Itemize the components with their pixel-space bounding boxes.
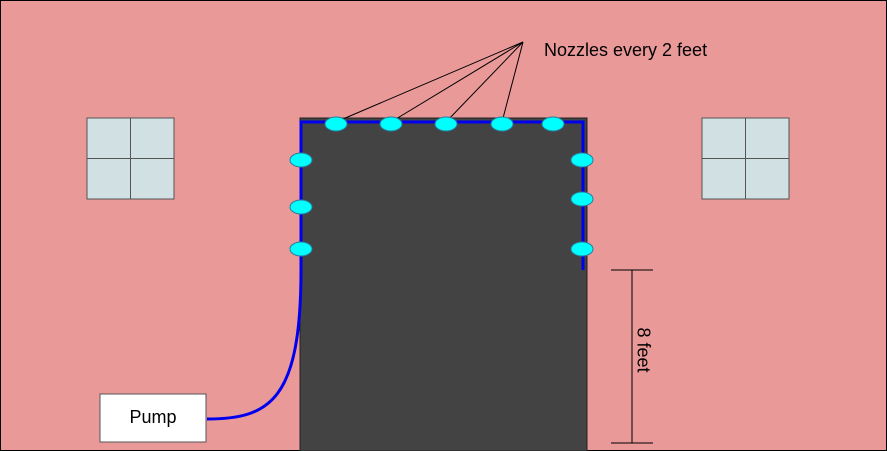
leader-lines — [335, 41, 524, 123]
dimension-line — [611, 269, 653, 444]
window-left — [86, 117, 175, 200]
pump-label: Pump — [129, 407, 176, 427]
pump-box — [99, 393, 207, 443]
nozzles — [289, 116, 594, 257]
dimension-label: 8 feet — [633, 327, 653, 372]
pipe — [206, 120, 585, 421]
annotation: Nozzles every 2 feet — [544, 40, 707, 60]
door — [299, 117, 588, 451]
window-right — [701, 117, 790, 200]
